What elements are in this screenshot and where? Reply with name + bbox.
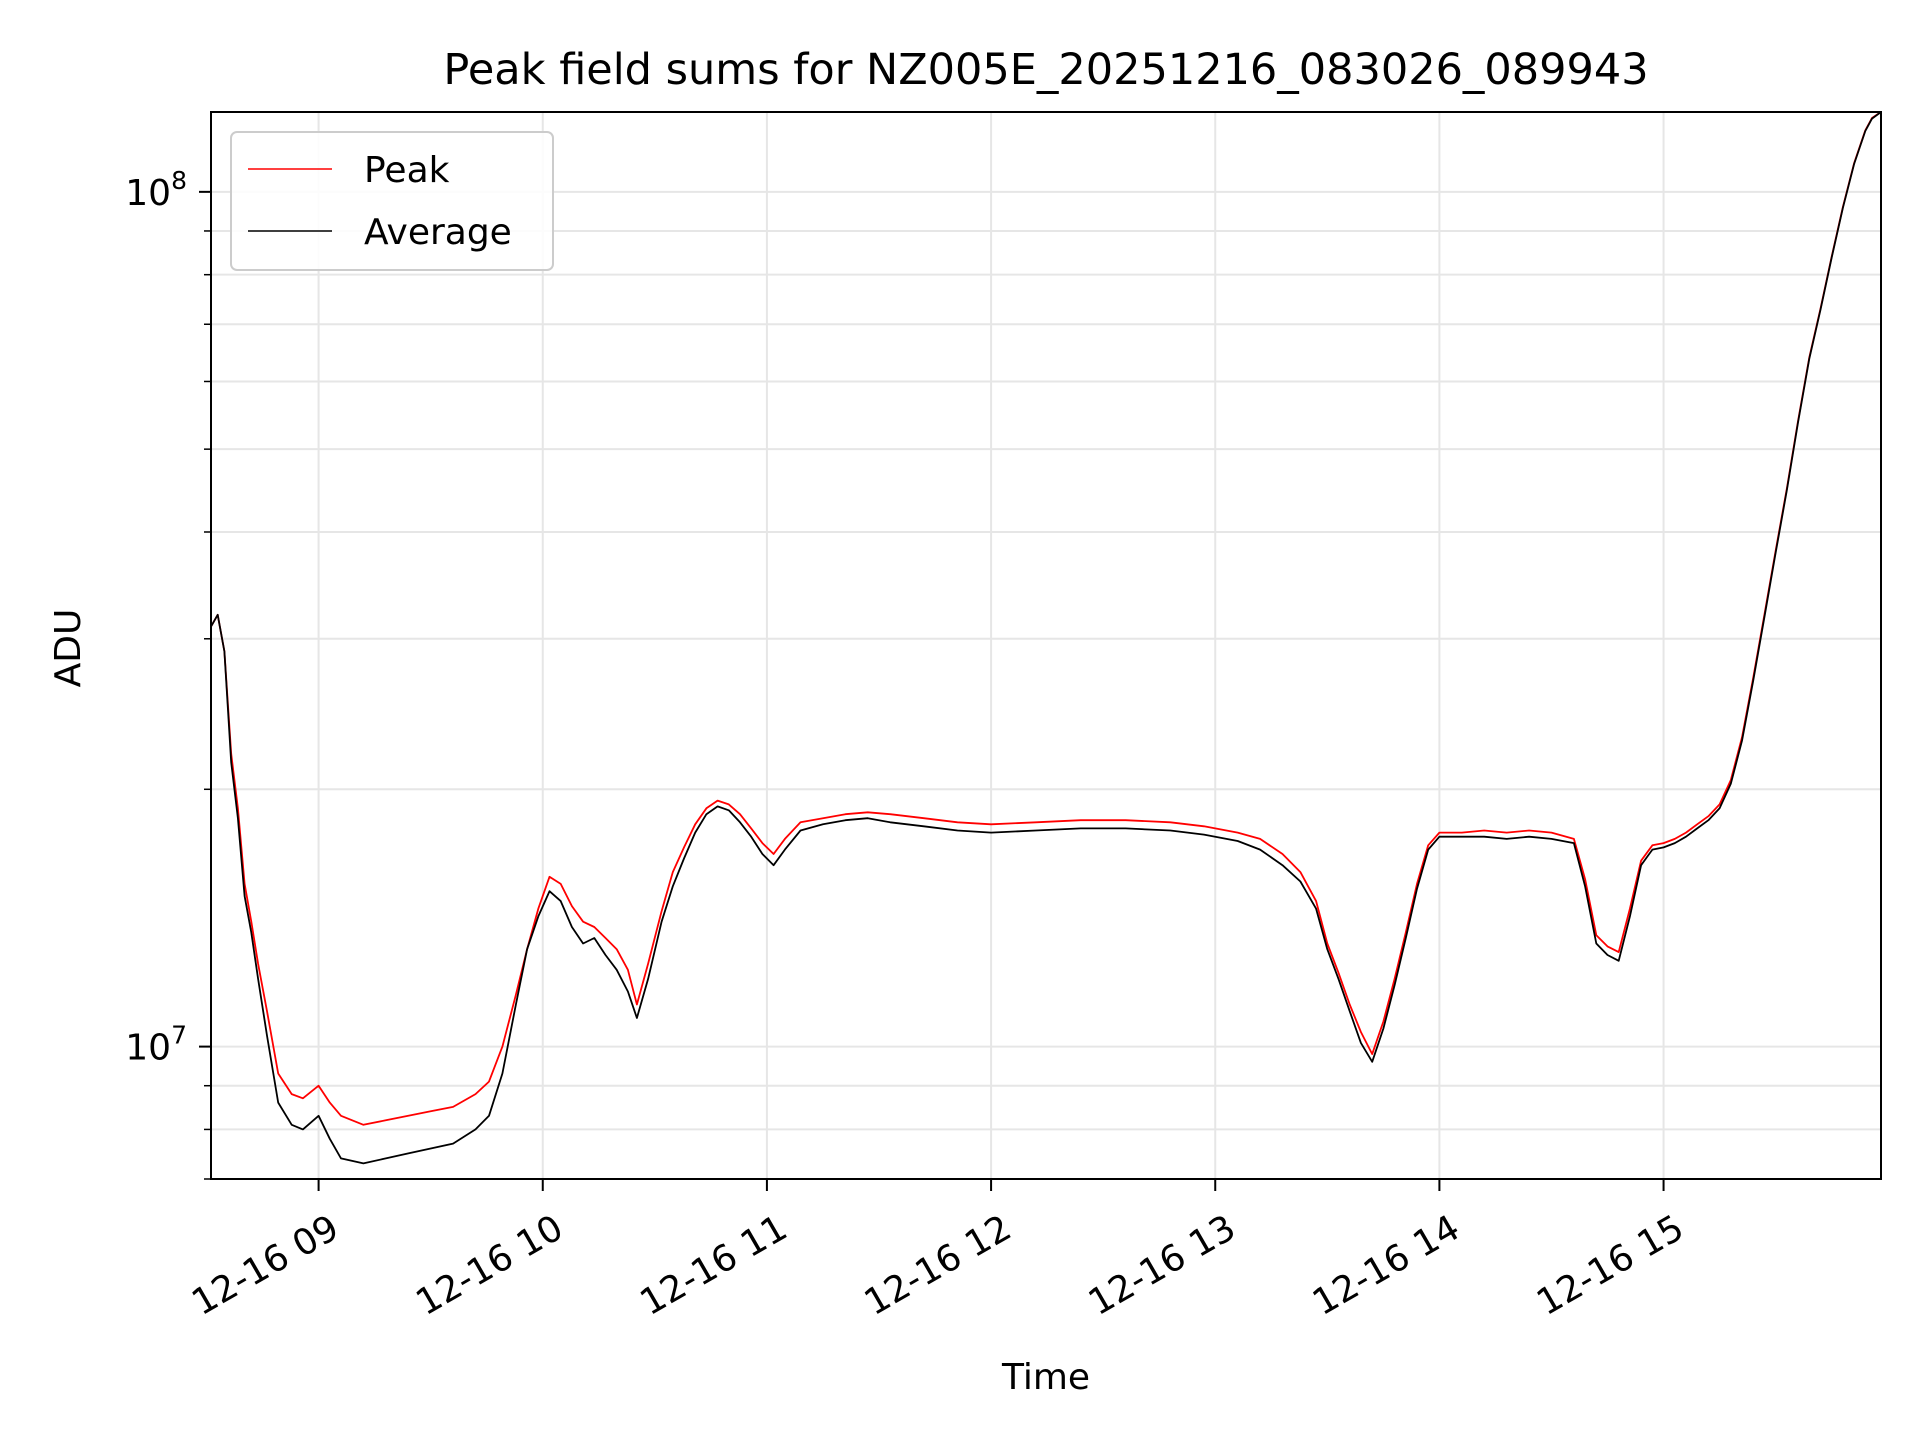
x-axis-label: Time [1001,1357,1090,1398]
y-tick-label: 108 [125,166,187,214]
axes-frame [210,111,1882,1180]
series-line-average [211,112,1881,1165]
y-axis-label: ADU [48,609,89,688]
chart-title: Peak field sums for NZ005E_20251216_0830… [443,45,1648,95]
legend: Peak Average [230,131,554,271]
legend-box [230,131,554,271]
y-axis: 107 108 [125,166,211,1180]
legend-label-peak: Peak [364,150,450,191]
y-tick-label: 107 [125,1021,187,1069]
legend-label-average: Average [364,212,512,253]
series-line-peak [211,112,1881,1126]
grid-lines [211,112,1881,1180]
plot-area [211,112,1881,1165]
